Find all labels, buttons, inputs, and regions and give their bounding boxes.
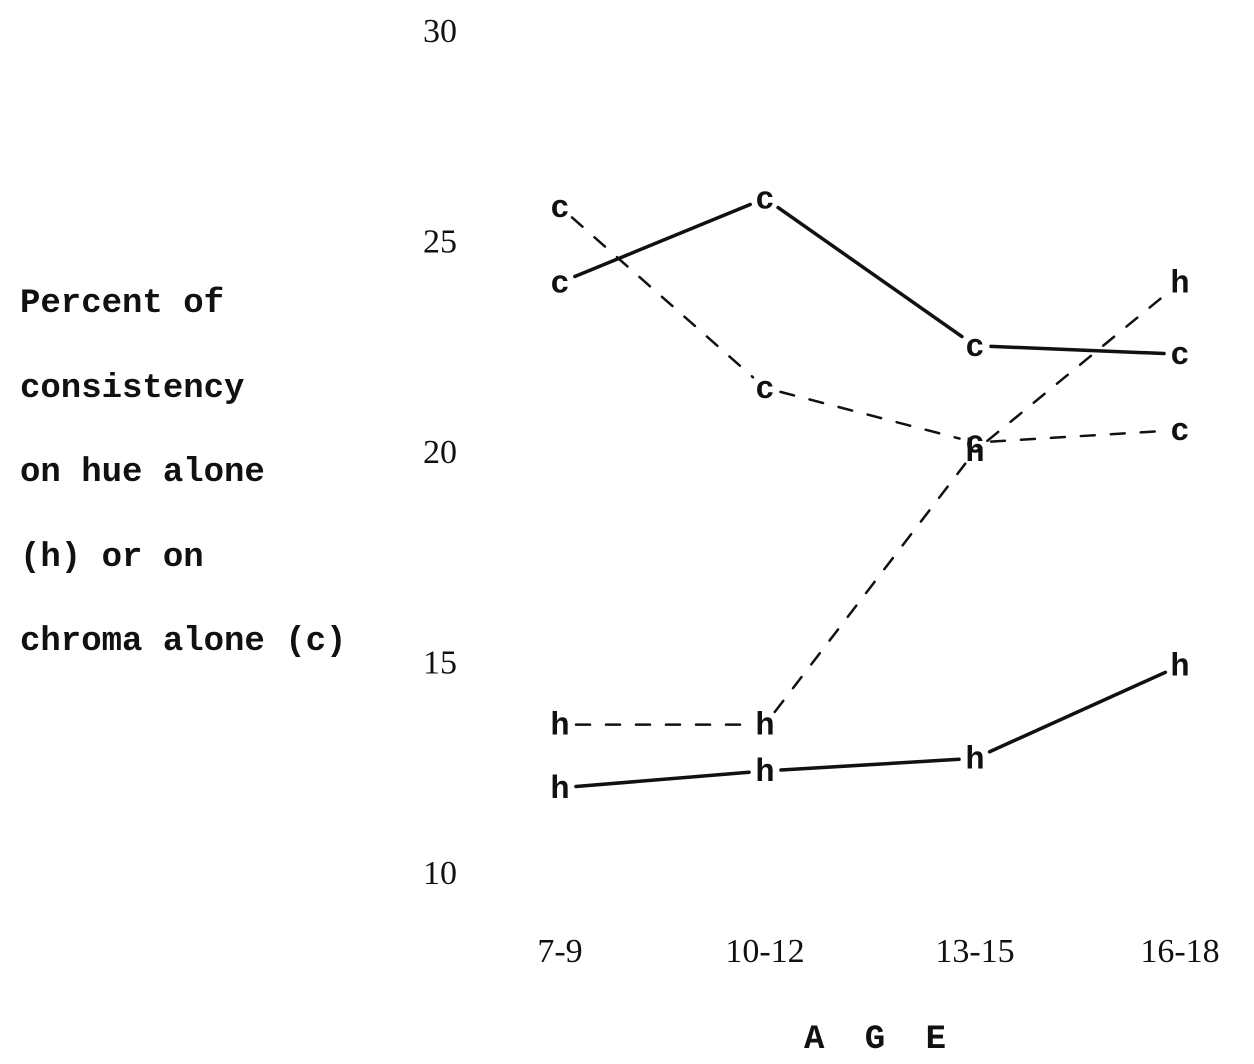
data-point-c: c bbox=[755, 371, 774, 408]
y-axis-label-line: consistency bbox=[20, 369, 245, 408]
series-c-solid: c c c c bbox=[550, 181, 1189, 374]
data-point-h: h bbox=[755, 708, 774, 745]
series-segment bbox=[776, 205, 964, 339]
data-point-c: c bbox=[755, 181, 774, 218]
y-tick-label: 10 bbox=[423, 855, 457, 892]
series-segment bbox=[773, 462, 967, 714]
data-point-c: c bbox=[965, 329, 984, 366]
y-axis-label-line: on hue alone bbox=[20, 454, 265, 492]
data-point-h: h bbox=[965, 741, 984, 778]
series-c-dashed: c c c c bbox=[550, 190, 1189, 463]
y-axis-label: Percent of consistency on hue alone (h) … bbox=[20, 262, 346, 685]
x-tick-label: 7-9 bbox=[537, 933, 582, 970]
series-h-solid: h h hh bbox=[550, 649, 1189, 808]
x-tick-label: 10-12 bbox=[725, 933, 804, 970]
series-segment bbox=[573, 202, 752, 279]
series-segment bbox=[987, 670, 1168, 754]
series-segment bbox=[570, 216, 755, 379]
series-h-dashed: h h h h bbox=[550, 266, 1189, 745]
x-axis-title: A G E bbox=[804, 1021, 956, 1059]
y-tick-label: 30 bbox=[423, 13, 457, 50]
y-tick-label: 15 bbox=[423, 645, 457, 682]
y-axis-label-line: Percent of bbox=[20, 285, 225, 323]
data-point-h: h bbox=[1170, 266, 1189, 303]
data-point-c: c bbox=[550, 190, 569, 227]
data-point-c: c bbox=[1170, 337, 1189, 374]
data-point-h: h bbox=[550, 771, 569, 808]
y-axis-label-line: (h) or on bbox=[20, 538, 204, 577]
series-segment bbox=[989, 429, 1166, 443]
series-segment bbox=[779, 757, 961, 772]
data-point-c: c bbox=[1170, 413, 1189, 450]
data-point-h: h bbox=[755, 754, 774, 791]
series-segment bbox=[986, 291, 1169, 443]
data-point-h: h bbox=[965, 434, 984, 471]
x-tick-label: 16-18 bbox=[1140, 933, 1219, 970]
x-tick-label: 13-15 bbox=[935, 933, 1014, 970]
data-point-c: c bbox=[965, 426, 984, 463]
y-tick-label: 20 bbox=[423, 434, 457, 471]
data-point-c: c bbox=[550, 266, 569, 303]
y-tick-label: 25 bbox=[423, 224, 457, 261]
series-segment bbox=[989, 344, 1166, 356]
data-point-h: h bbox=[550, 708, 569, 745]
y-axis-label-line: chroma alone (c) bbox=[20, 623, 347, 661]
series-segment bbox=[779, 390, 961, 440]
data-point-h: h bbox=[1170, 649, 1189, 686]
series-segment bbox=[574, 770, 751, 789]
